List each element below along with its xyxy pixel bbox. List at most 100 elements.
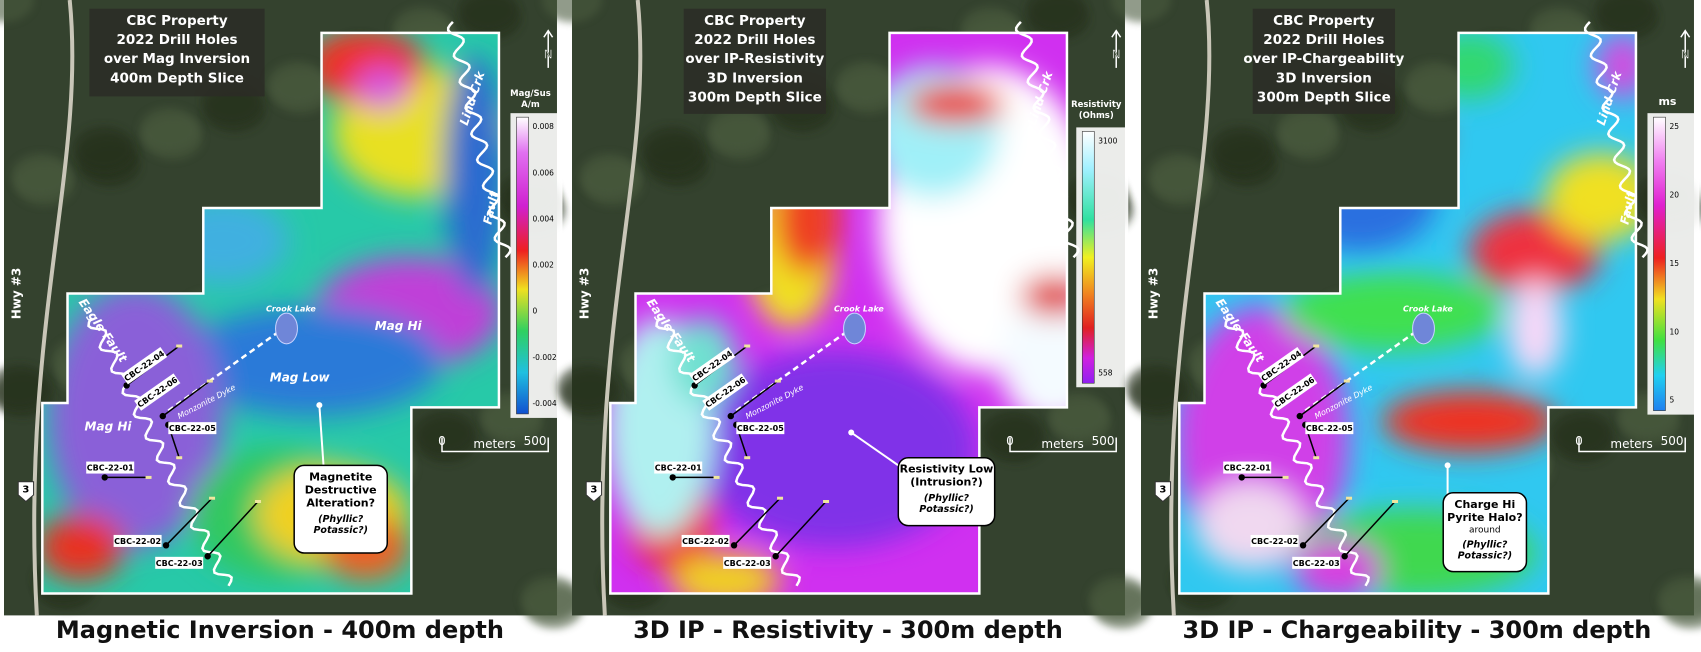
callout-arrow-head [1444, 462, 1451, 469]
drill-trace [775, 501, 827, 557]
anomaly [1294, 538, 1382, 594]
title-line: 3D Inversion [1276, 70, 1372, 86]
north-arrow [1111, 29, 1122, 68]
forest-texture [414, 410, 475, 455]
drill-hole-id: CBC-22-01 [1224, 464, 1271, 473]
highway [600, 0, 643, 616]
crook-lake [275, 312, 298, 345]
drill-hole-id: CBC-22-02 [114, 537, 161, 546]
drill-label: CBC-22-01 [1223, 461, 1272, 474]
anomaly [999, 295, 1067, 428]
label-box [654, 461, 703, 474]
callout-box [293, 464, 388, 554]
label-box [121, 347, 168, 385]
anomaly [905, 84, 1005, 124]
slice-anomalies [610, 65, 1067, 594]
legend-tick-label: 0.006 [532, 168, 554, 177]
colorbar [516, 116, 529, 415]
label-box [155, 556, 204, 569]
anomaly [354, 65, 410, 110]
title-line: CBC Property [704, 13, 806, 29]
legend-tick-label: 15 [1669, 259, 1679, 268]
title-line: 300m Depth Slice [1257, 89, 1391, 105]
callout-text: Destructive [305, 483, 377, 496]
colorbar [1081, 131, 1095, 384]
road-shield-label: 3 [22, 484, 29, 495]
legend-tick-label: 0.004 [532, 214, 554, 223]
title-line: over IP-Chargeability [1243, 51, 1404, 67]
drill-label: CBC-22-02 [681, 534, 730, 547]
scale-label: 0 [1575, 434, 1583, 448]
drill-hole-id: CBC-22-05 [1306, 424, 1353, 433]
anomaly [42, 514, 125, 581]
road-shield [1154, 481, 1172, 503]
drill-collar [727, 412, 734, 420]
north-label: N [1112, 47, 1121, 61]
north-arrow [1680, 29, 1691, 68]
lind-fault [1583, 21, 1649, 259]
road-shield [17, 481, 35, 503]
eagle-fault [1224, 316, 1370, 587]
label-box [1258, 347, 1305, 385]
scale-bar [441, 437, 549, 453]
title-line: 2022 Drill Holes [116, 32, 237, 48]
forest-texture [1148, 153, 1209, 198]
forest-texture [557, 364, 618, 409]
callout-sub: around [1469, 525, 1501, 535]
scale-label: 500 [524, 434, 547, 448]
highway [32, 0, 75, 616]
forest-texture [579, 153, 640, 198]
legend-tick-label: 20 [1669, 191, 1679, 200]
forest-texture [1657, 575, 1701, 620]
anomaly [1195, 481, 1306, 570]
legend-tick-label: 558 [1098, 368, 1113, 377]
title-box [89, 8, 265, 97]
legend-tick-label: 0.002 [532, 261, 554, 270]
zone-label: Mag Hi [375, 319, 423, 333]
title-line: over Mag Inversion [104, 51, 250, 67]
highway-label: Hwy #3 [578, 268, 592, 320]
scale-label: 500 [1092, 434, 1115, 448]
forest-texture [1276, 107, 1337, 152]
drill-collar [669, 474, 676, 481]
property-outline [1178, 31, 1638, 595]
drill-collar [772, 553, 779, 560]
colorbar [1653, 116, 1666, 411]
title-box [1252, 8, 1396, 114]
drill-hole-id: CBC-22-03 [724, 559, 771, 568]
label-box [681, 534, 730, 547]
panel-caption: 3D IP - Resistivity - 300m depth [633, 616, 1063, 644]
callout-text: Resistivity Low [900, 463, 994, 476]
legend-tick-label: 10 [1669, 327, 1679, 336]
legend-tick-label: 5 [1669, 396, 1674, 405]
lake-label: Crook Lake [1403, 304, 1453, 313]
callout-arrow [850, 431, 899, 467]
panel-caption: Magnetic Inversion - 400m depth [56, 616, 504, 644]
callout-text: Charge Hi [1454, 498, 1515, 511]
legend-title: Mag/Sus [510, 89, 551, 99]
legend-tick-label: 3100 [1098, 136, 1117, 145]
north-arrow [543, 29, 554, 68]
drill-hole-id: CBC-22-01 [87, 464, 134, 473]
drill-collar [1341, 553, 1348, 560]
forest-texture [1088, 575, 1149, 620]
anomaly [1020, 275, 1067, 316]
callout-box [1442, 492, 1528, 573]
drill-label: CBC-22-02 [1250, 534, 1299, 547]
label-box [1305, 422, 1354, 435]
drill-collar [1299, 542, 1307, 549]
drill-trace [162, 380, 211, 417]
drill-trace [1299, 380, 1348, 417]
property-outline [609, 31, 1069, 595]
anomaly [179, 306, 442, 417]
drill-collar [204, 553, 211, 560]
property-outline [41, 31, 501, 595]
road-shield-label: 3 [590, 484, 597, 495]
forest-texture [1594, 0, 1655, 32]
callout-note: Potassic?) [1458, 550, 1513, 561]
label-box [689, 347, 736, 385]
scale-bar [1578, 437, 1686, 453]
